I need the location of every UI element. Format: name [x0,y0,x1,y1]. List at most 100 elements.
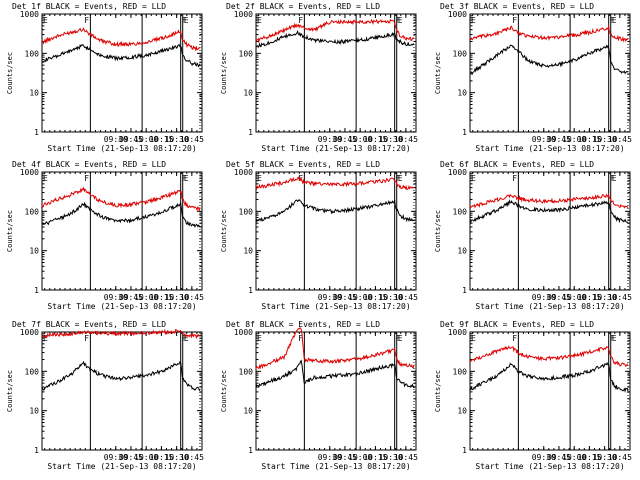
x-tick-label: 10:15 [363,293,387,302]
x-tick-label: 10:45 [608,453,632,462]
x-tick-label: 10:00 [134,135,158,144]
event-marker-label: E [612,174,617,183]
x-tick-label: 09:45 [333,293,357,302]
y-tick-label: 1 [462,128,467,137]
events-series-line [255,29,415,49]
y-tick-label: 1 [34,128,39,137]
x-tick-label: 10:15 [149,293,173,302]
event-marker-label: E [184,16,189,25]
lld-series-line [469,24,629,43]
x-axis-label: Start Time (21-Sep-13 08:17:20) [261,302,410,311]
x-tick-label: 10:00 [348,135,372,144]
y-tick-label: 1 [248,128,253,137]
x-tick-label: 10:30 [165,453,189,462]
y-axis-label: Counts/sec [6,370,14,412]
x-tick-label: 09:30 [104,135,128,144]
event-marker-label: E [184,334,189,343]
x-tick-label: 10:30 [379,453,403,462]
plot-frame [255,171,417,291]
y-axis-label: Counts/sec [220,52,228,94]
x-tick-label: 10:00 [562,293,586,302]
lld-series-line [255,327,415,370]
x-tick-label: 09:45 [119,293,143,302]
event-marker-label: E [612,16,617,25]
y-tick-label: 1 [248,286,253,295]
x-tick-label: 09:30 [318,293,342,302]
x-tick-label: 10:15 [577,293,601,302]
event-marker-label: F [512,16,517,25]
chart-title: Det 1f BLACK = Events, RED = LLD [12,2,166,11]
y-tick-label: 10 [243,89,253,98]
y-tick-label: 100 [239,49,254,58]
y-axis-label: Counts/sec [220,210,228,252]
y-tick-label: 1000 [448,10,467,19]
lld-series-line [255,176,415,191]
events-series-line [41,201,201,228]
event-marker-label: E [257,16,262,25]
chart-panel: Det 2f BLACK = Events, RED = LLD 1 10 100 10… [220,2,418,153]
y-tick-label: 100 [453,49,468,58]
event-marker-label: F [182,174,187,183]
y-tick-label: 100 [25,49,40,58]
chart-title: Det 2f BLACK = Events, RED = LLD [226,2,380,11]
y-axis-label: Counts/sec [6,52,14,94]
x-tick-label: 09:45 [547,293,571,302]
event-marker-label: F [84,174,89,183]
event-marker-label: F [84,334,89,343]
x-tick-label: 10:00 [562,453,586,462]
x-tick-label: 10:45 [608,293,632,302]
y-tick-label: 1000 [20,168,39,177]
chart-title: Det 5f BLACK = Events, RED = LLD [226,160,380,169]
chart-title: Det 4f BLACK = Events, RED = LLD [12,160,166,169]
event-marker-label: E [398,334,403,343]
events-series-line [469,199,629,224]
event-marker-label: E [471,174,476,183]
x-tick-label: 10:45 [394,453,418,462]
x-tick-label: 10:00 [348,293,372,302]
y-axis-label: Counts/sec [6,210,14,252]
y-axis-label: Counts/sec [434,210,442,252]
lld-series-line [41,186,201,213]
x-tick-label: 09:30 [318,135,342,144]
chart-panel: Det 9f BLACK = Events, RED = LLD 1 10 100 10… [434,320,632,471]
event-marker-label: F [396,334,401,343]
lld-series-line [41,328,201,340]
x-axis-label: Start Time (21-Sep-13 08:17:20) [261,144,410,153]
x-axis-label: Start Time (21-Sep-13 08:17:20) [47,462,196,471]
event-marker-label: E [471,16,476,25]
event-marker-label: E [471,334,476,343]
plot-frame [41,171,203,291]
y-tick-label: 100 [239,367,254,376]
event-marker-label: E [184,174,189,183]
x-tick-label: 09:45 [333,453,357,462]
x-tick-label: 09:45 [119,453,143,462]
x-tick-label: 10:45 [608,135,632,144]
events-series-line [41,360,201,392]
x-tick-label: 09:45 [119,135,143,144]
x-axis-label: Start Time (21-Sep-13 08:17:20) [47,302,196,311]
chart-panel: Det 3f BLACK = Events, RED = LLD 1 10 100 10… [434,2,632,153]
x-tick-label: 10:45 [394,135,418,144]
y-tick-label: 100 [25,367,40,376]
event-marker-label: E [43,334,48,343]
x-axis-label: Start Time (21-Sep-13 08:17:20) [261,462,410,471]
event-marker-label: E [398,16,403,25]
x-tick-label: 09:45 [547,453,571,462]
chart-title: Det 6f BLACK = Events, RED = LLD [440,160,594,169]
x-tick-label: 10:30 [165,293,189,302]
chart-panel: Det 4f BLACK = Events, RED = LLD 1 10 100 10… [6,160,204,311]
x-tick-label: 10:30 [593,293,617,302]
x-tick-label: 10:15 [577,135,601,144]
x-tick-label: 10:30 [379,135,403,144]
x-tick-label: 10:00 [348,453,372,462]
y-tick-label: 1 [34,286,39,295]
events-series-line [41,43,201,68]
y-tick-label: 100 [453,367,468,376]
chart-title: Det 3f BLACK = Events, RED = LLD [440,2,594,11]
chart-panel: Det 7f BLACK = Events, RED = LLD 1 10 100 10… [6,320,204,471]
x-tick-label: 10:30 [165,135,189,144]
y-tick-label: 10 [29,407,39,416]
y-tick-label: 1000 [234,328,253,337]
x-axis-label: Start Time (21-Sep-13 08:17:20) [475,144,624,153]
